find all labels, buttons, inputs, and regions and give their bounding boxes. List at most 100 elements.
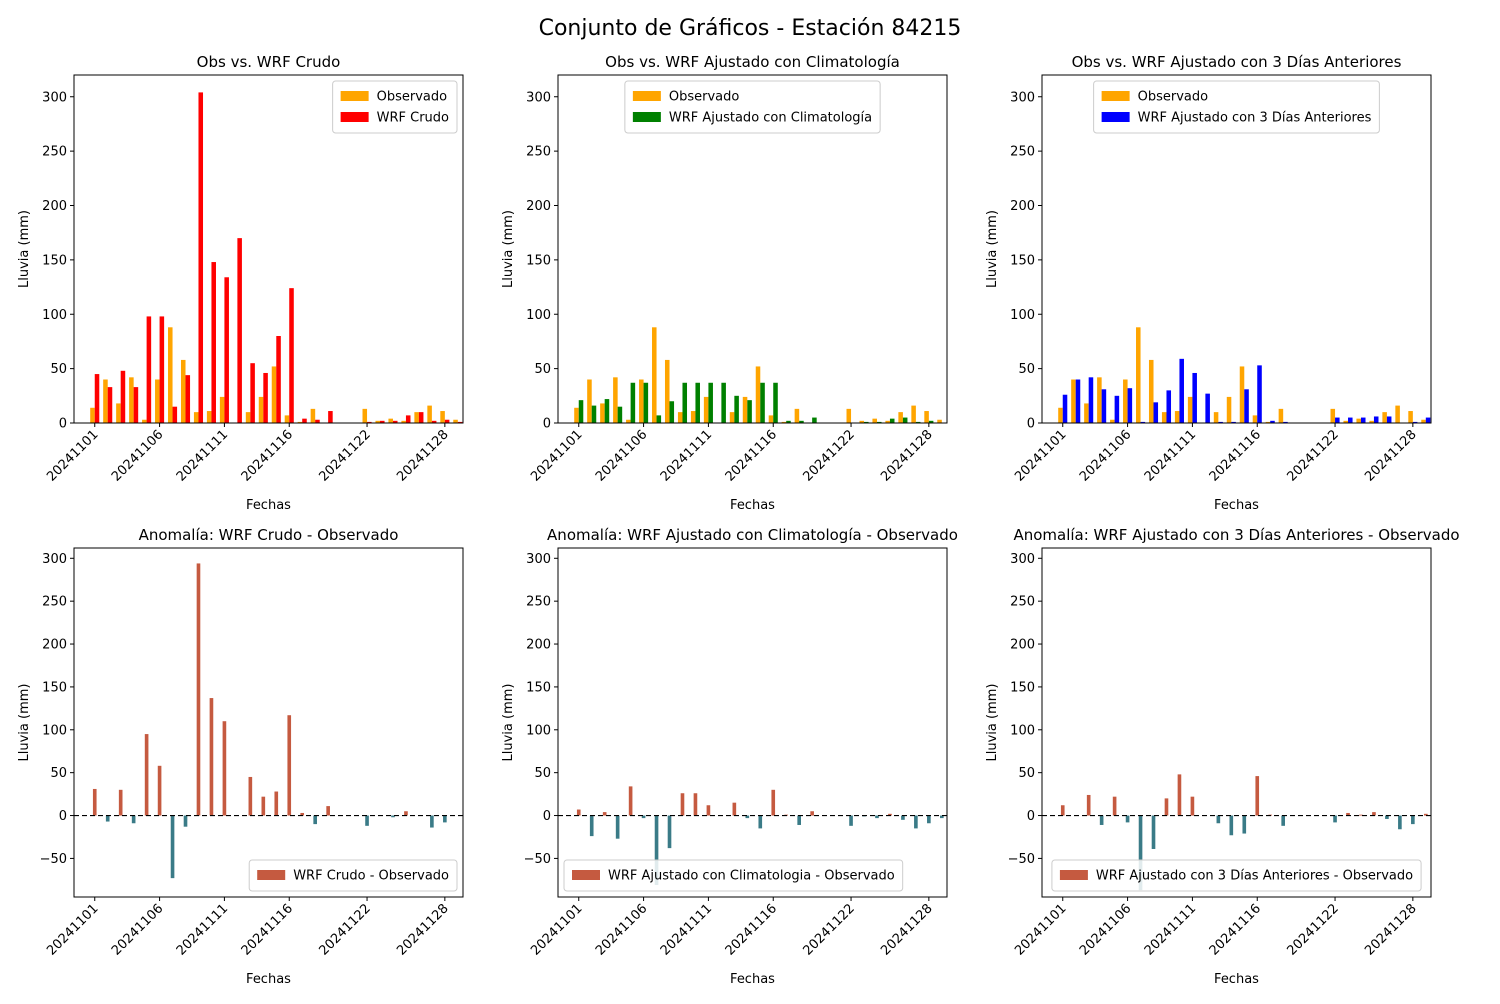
y-tick-label: 300: [1010, 90, 1035, 105]
bar: [302, 418, 307, 423]
bar: [1255, 776, 1260, 816]
bar: [274, 791, 279, 816]
bar: [1127, 388, 1133, 423]
x-axis-label: Fechas: [246, 972, 291, 987]
axes-frame: [557, 74, 948, 424]
bar: [872, 418, 877, 423]
bar: [440, 411, 445, 423]
x-tick-label: 20241116: [1207, 427, 1264, 484]
bar: [1252, 415, 1258, 423]
bar: [1112, 796, 1117, 816]
x-axis-label: Fechas: [1214, 972, 1259, 987]
bar: [677, 412, 683, 423]
bar: [211, 262, 216, 423]
legend: WRF Ajustado con 3 Días Anteriores - Obs…: [1051, 859, 1422, 892]
bar: [193, 412, 199, 423]
bar: [453, 419, 458, 423]
bar: [690, 411, 696, 423]
bar: [812, 417, 817, 423]
y-axis-label: Lluvia (mm): [17, 684, 32, 762]
bar: [768, 415, 774, 423]
bar: [144, 734, 149, 816]
bar: [170, 815, 175, 879]
bar: [755, 366, 761, 423]
bar: [745, 815, 750, 819]
bar: [1278, 408, 1284, 423]
bar: [284, 415, 290, 423]
bar: [219, 396, 225, 423]
bar: [1136, 327, 1141, 423]
y-tick-label: 0: [543, 809, 551, 824]
bar: [457, 421, 463, 423]
y-tick-label: 250: [526, 595, 551, 610]
bar: [1408, 411, 1413, 423]
bar: [157, 765, 162, 816]
y-tick-label: 150: [1010, 680, 1035, 695]
chart-title: Obs vs. WRF Crudo: [197, 53, 341, 71]
bar: [94, 374, 100, 423]
bar: [846, 408, 852, 423]
bar: [1257, 365, 1262, 423]
bar: [103, 379, 108, 423]
bar: [405, 415, 411, 423]
bar: [92, 788, 97, 816]
bar: [794, 408, 800, 423]
bar: [297, 421, 303, 423]
bar: [367, 421, 372, 423]
x-tick-label: 20241116: [239, 427, 296, 484]
bar: [131, 815, 136, 824]
y-tick-label: −50: [40, 852, 67, 867]
x-tick-label: 20241101: [528, 427, 585, 484]
y-tick-label: 300: [42, 552, 67, 567]
y-tick-label: 50: [50, 766, 67, 781]
axes-frame: [73, 74, 464, 424]
bar: [388, 418, 393, 423]
bar: [1071, 379, 1076, 423]
legend-swatch: [1101, 112, 1130, 122]
bar: [885, 420, 890, 423]
bar: [786, 420, 791, 423]
bar: [1382, 412, 1387, 423]
bar: [630, 382, 636, 423]
bar: [849, 815, 853, 826]
bar: [118, 789, 123, 816]
x-axis-label: Fechas: [730, 498, 775, 513]
bar: [1060, 805, 1065, 816]
bar: [1359, 814, 1363, 816]
y-tick-label: 200: [1010, 638, 1035, 653]
bar: [287, 715, 292, 816]
y-tick-label: 150: [526, 253, 551, 268]
bar: [206, 411, 212, 423]
axes-frame: [73, 547, 464, 898]
x-tick-label: 20241122: [1284, 427, 1341, 484]
bar: [574, 407, 579, 423]
bar: [1086, 794, 1091, 816]
bar: [911, 405, 916, 423]
x-tick-label: 20241128: [1362, 427, 1419, 484]
legend-swatch: [632, 112, 661, 122]
x-tick-label: 20241111: [174, 901, 231, 958]
legend-frame: [1051, 859, 1422, 892]
bar: [641, 815, 646, 819]
axes-frame: [1041, 74, 1432, 424]
bar: [222, 721, 227, 816]
bar: [196, 563, 201, 816]
y-tick-label: 0: [1027, 417, 1035, 432]
y-tick-label: 250: [526, 145, 551, 160]
bar: [133, 387, 139, 423]
bar: [1283, 421, 1288, 423]
bar: [1125, 815, 1130, 823]
bar: [1369, 420, 1374, 423]
x-tick-label: 20241116: [239, 901, 296, 958]
bar: [875, 815, 879, 819]
bar: [414, 412, 419, 423]
axes-frame: [557, 547, 948, 898]
bar: [732, 802, 737, 816]
bar: [315, 419, 320, 423]
bar: [1335, 417, 1340, 423]
bar: [443, 815, 447, 823]
bar: [168, 327, 173, 423]
bar: [1270, 420, 1275, 423]
y-tick-label: 300: [1010, 552, 1035, 567]
